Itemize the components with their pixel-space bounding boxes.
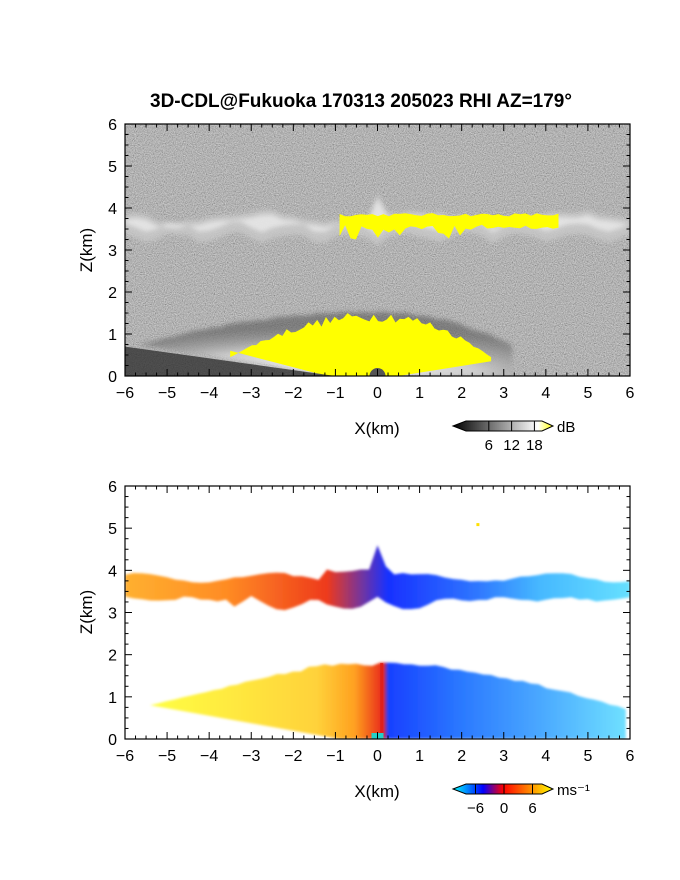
snr-cloud-saturated	[339, 213, 559, 240]
velocity-x-tick-label: −6	[116, 748, 134, 765]
snr-colorbar: 6 12 18 dB	[451, 419, 575, 454]
snr-colorbar-unit: dB	[557, 419, 575, 436]
velocity-x-tick-label: 3	[499, 748, 508, 765]
velocity-speckle	[476, 523, 480, 527]
velocity-x-tick-label: 0	[373, 748, 382, 765]
velocity-colorbar-tick-label: −6	[467, 800, 484, 817]
snr-colorbar-tick-label: 12	[503, 437, 520, 454]
velocity-y-tick-label: 5	[108, 521, 117, 538]
velocity-ground-wedge	[125, 713, 340, 739]
snr-x-tick-label: 3	[499, 385, 508, 402]
velocity-y-axis-label: Z(km)	[77, 590, 96, 634]
velocity-x-tick-label: 5	[583, 748, 592, 765]
velocity-colorbar-unit: ms⁻¹	[557, 782, 590, 799]
snr-x-tick-label: −2	[284, 385, 302, 402]
snr-x-tick-label: −1	[326, 385, 344, 402]
snr-x-tick-label: 2	[457, 385, 466, 402]
velocity-y-tick-label: 1	[108, 690, 117, 707]
velocity-boundary-layer	[150, 662, 626, 739]
velocity-x-tick-label: 2	[457, 748, 466, 765]
snr-y-tick-label: 4	[108, 201, 117, 218]
snr-boundary-saturated	[230, 313, 492, 376]
snr-x-tick-label: −3	[242, 385, 260, 402]
velocity-x-tick-label: −4	[200, 748, 218, 765]
velocity-cloud-layer	[125, 545, 630, 611]
snr-y-tick-label: 3	[108, 243, 117, 260]
snr-ground-wedge	[125, 346, 336, 376]
velocity-x-tick-label: 1	[415, 748, 424, 765]
velocity-y-tick-label: 3	[108, 606, 117, 623]
velocity-features	[125, 523, 630, 739]
snr-axes: −6 −5 −4 −3 −2 −1 0 1 2 3 4 5 6 0 1 2 3 4 5 6	[108, 117, 634, 402]
snr-x-tick-label: 4	[541, 385, 550, 402]
snr-y-tick-label: 0	[108, 369, 117, 386]
velocity-y-tick-label: 0	[108, 732, 117, 749]
velocity-y-tick-label: 6	[108, 479, 117, 496]
velocity-colorbar-tick-label: 0	[500, 800, 508, 817]
velocity-x-tick-label: 4	[541, 748, 550, 765]
velocity-colorbar-bar	[451, 783, 555, 795]
snr-y-tick-label: 6	[108, 117, 117, 134]
snr-y-tick-label: 2	[108, 285, 117, 302]
velocity-colorbar: −6 0 6 ms⁻¹	[451, 782, 590, 817]
velocity-x-tick-label: 6	[626, 748, 635, 765]
snr-x-tick-label: −4	[200, 385, 218, 402]
snr-x-tick-label: 6	[626, 385, 635, 402]
snr-colorbar-tick-label: 18	[526, 437, 543, 454]
snr-colorbar-bar	[451, 420, 555, 432]
snr-y-tick-label: 5	[108, 159, 117, 176]
velocity-x-tick-label: −3	[242, 748, 260, 765]
snr-y-axis-label: Z(km)	[77, 228, 96, 272]
snr-x-tick-label: 1	[415, 385, 424, 402]
velocity-y-tick-label: 2	[108, 648, 117, 665]
snr-x-tick-label: −6	[116, 385, 134, 402]
snr-x-tick-label: 0	[373, 385, 382, 402]
velocity-x-tick-label: −2	[284, 748, 302, 765]
snr-x-tick-label: −5	[158, 385, 176, 402]
velocity-x-tick-label: −5	[158, 748, 176, 765]
velocity-colorbar-tick-label: 6	[528, 800, 536, 817]
snr-x-tick-label: 5	[583, 385, 592, 402]
velocity-panel	[125, 486, 630, 739]
velocity-y-tick-label: 4	[108, 563, 117, 580]
snr-y-tick-label: 1	[108, 327, 117, 344]
snr-panel	[125, 124, 630, 376]
velocity-axes: −6 −5 −4 −3 −2 −1 0 1 2 3 4 5 6 0 1 2 3 4 5 6	[108, 479, 634, 765]
chart-title: 3D-CDL@Fukuoka 170313 205023 RHI AZ=179°	[150, 91, 572, 112]
snr-colorbar-tick-label: 6	[485, 437, 493, 454]
snr-x-axis-label: X(km)	[354, 419, 399, 438]
velocity-x-tick-label: −1	[326, 748, 344, 765]
velocity-x-axis-label: X(km)	[354, 782, 399, 801]
